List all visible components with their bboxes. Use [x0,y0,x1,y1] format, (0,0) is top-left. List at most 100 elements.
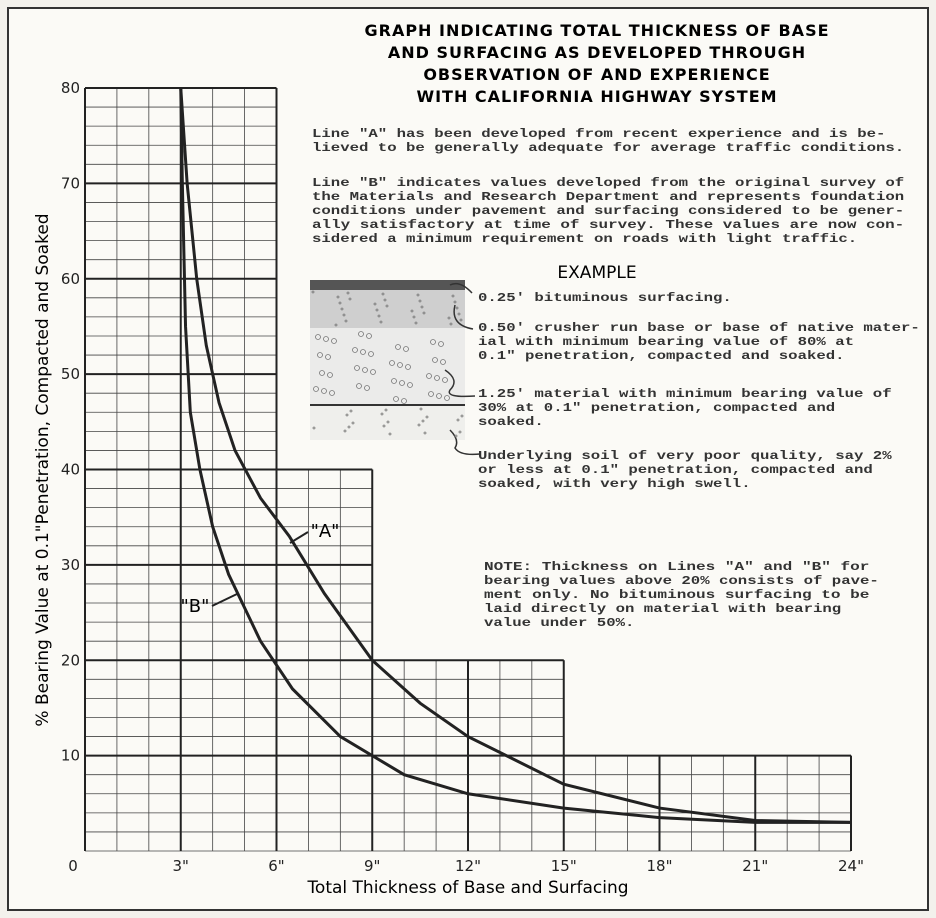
texture-dot [432,357,438,363]
text-line: Line "B" indicates values developed from… [312,176,904,190]
texture-dot [325,354,331,360]
material-layer [310,328,465,405]
texture-dot [434,375,440,381]
x-tick-label: 15" [551,857,577,875]
texture-dot [403,346,409,352]
texture-dot [338,301,342,305]
texture-dot [422,311,426,315]
example-heading: EXAMPLE [557,263,636,283]
text-line: laid directly on material with bearing [484,602,841,616]
texture-dot [380,412,384,416]
texture-dot [457,312,461,316]
text-line: 0.1" penetration, compacted and soaked. [478,349,845,363]
title-line: AND SURFACING AS DEVELOPED THROUGH [388,43,806,62]
texture-dot [401,398,407,404]
texture-dot [399,380,405,386]
y-tick-label: 70 [61,174,80,192]
texture-dot [426,373,432,379]
x-tick-label: 21" [742,857,768,875]
texture-dot [346,291,350,295]
text-line: bearing values above 20% consists of pav… [484,574,879,588]
texture-dot [405,364,411,370]
texture-dot [438,341,444,347]
texture-dot [393,396,399,402]
text-line: ment only. No bituminous surfacing to be [484,588,869,602]
series-label: "A" [311,521,340,542]
texture-dot [345,413,349,417]
text-line: the Materials and Research Department an… [312,190,904,204]
label-leader [211,593,238,607]
texture-dot [321,388,327,394]
texture-dot [349,409,353,413]
texture-dot [416,293,420,297]
texture-dot [315,334,321,340]
texture-dot [425,415,429,419]
text-line: lieved to be generally adequate for aver… [312,141,904,155]
title-line: GRAPH INDICATING TOTAL THICKNESS OF BASE [364,21,829,40]
texture-dot [386,420,390,424]
x-tick-label: 9" [364,857,380,875]
text-line: Line "A" has been developed from recent … [312,127,885,141]
y-tick-label: 50 [61,365,80,383]
texture-dot [459,318,463,322]
text-line: value under 50%. [484,616,634,630]
x-axis-label: Total Thickness of Base and Surfacing [306,878,628,898]
example-layers [310,280,481,456]
x-tick-label: 6" [268,857,284,875]
texture-dot [329,390,335,396]
texture-dot [312,426,316,430]
y-tick-label: 60 [61,270,80,288]
y-tick-label: 40 [61,461,80,479]
texture-dot [410,309,414,313]
texture-dot [356,383,362,389]
text-line: NOTE: Thickness on Lines "A" and "B" for [484,560,869,574]
texture-dot [423,431,427,435]
texture-dot [366,333,372,339]
texture-dot [442,377,448,383]
texture-dot [447,316,451,320]
texture-dot [455,306,459,310]
grid [84,87,852,852]
surfacing-layer [310,280,465,290]
texture-dot [344,319,348,323]
x-tick-label: 12" [455,857,481,875]
texture-dot [354,365,360,371]
texture-dot [460,414,464,418]
title-line: WITH CALIFORNIA HIGHWAY SYSTEM [416,87,777,106]
texture-dot [319,370,325,376]
y-tick-label: 80 [61,79,80,97]
y-tick-label: 10 [61,747,80,765]
texture-dot [397,362,403,368]
texture-dot [389,360,395,366]
texture-dot [375,308,379,312]
base-layer [310,290,465,328]
texture-dot [453,300,457,304]
texture-dot [458,430,462,434]
text-line: ial with minimum bearing value of 80% at [478,335,854,349]
texture-dot [364,385,370,391]
text-line: soaked, with very high swell. [478,477,751,491]
texture-dot [412,315,416,319]
texture-dot [428,391,434,397]
texture-dot [456,418,460,422]
texture-dot [362,367,368,373]
texture-dot [444,395,450,401]
texture-dot [347,425,351,429]
texture-dot [454,434,458,438]
texture-dot [368,351,374,357]
texture-dot [440,359,446,365]
x-tick-label: 0 [68,857,78,875]
texture-dot [377,314,381,318]
texture-dot [327,372,333,378]
x-tick-label: 24" [838,857,864,875]
texture-dot [358,331,364,337]
y-tick-label: 30 [61,556,80,574]
text-line: Underlying soil of very poor quality, sa… [478,449,893,463]
y-tick-label: 20 [61,651,80,669]
x-tick-label: 3" [173,857,189,875]
title-line: OBSERVATION OF AND EXPERIENCE [423,65,770,84]
texture-dot [391,378,397,384]
texture-dot [385,304,389,308]
texture-dot [419,407,423,411]
